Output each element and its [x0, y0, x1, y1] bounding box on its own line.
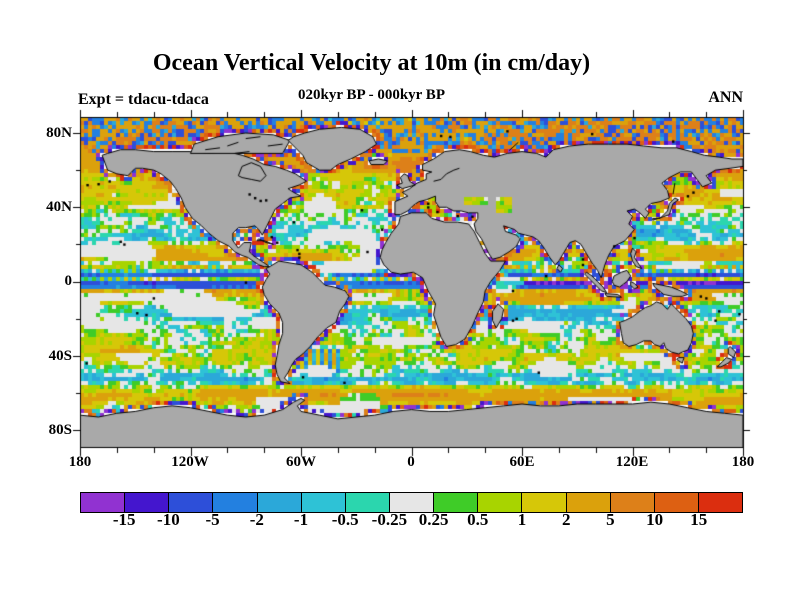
colorbar-tick-label: -0.25: [371, 510, 408, 529]
colorbar-segment: [609, 493, 654, 512]
colorbar-tick-label: -1: [293, 510, 309, 529]
colorbar-tick-label: 2: [561, 510, 571, 529]
y-tick-label-80s: 80S: [48, 422, 72, 438]
colorbar-tick-label: -2: [249, 510, 264, 529]
colorbar: [80, 492, 743, 513]
colorbar-segment: [565, 493, 610, 512]
colorbar-segment: [433, 493, 478, 512]
colorbar-tick-label: -0.5: [331, 510, 359, 529]
colorbar-segment: [344, 493, 389, 512]
colorbar-tick-label: -5: [205, 510, 220, 529]
x-tick-label-60w: 60W: [286, 454, 316, 470]
colorbar-tick-label: -15: [112, 510, 136, 529]
colorbar-segment: [168, 493, 213, 512]
colorbar-segment: [477, 493, 522, 512]
y-tick-label-40s: 40S: [48, 348, 72, 364]
colorbar-segment: [124, 493, 169, 512]
y-tick-label-80n: 80N: [46, 125, 72, 141]
season-label: ANN: [708, 89, 743, 106]
colorbar-tick-label: 0.5: [467, 510, 489, 529]
colorbar-segment: [81, 493, 125, 512]
colorbar-segment: [697, 493, 743, 512]
colorbar-tick-label: 15: [690, 510, 708, 529]
plot-title: Ocean Vertical Velocity at 10m (in cm/da…: [152, 50, 591, 76]
experiment-label: Expt = tdacu-tdaca: [78, 91, 209, 108]
x-tick-label-120w: 120W: [171, 454, 209, 470]
colorbar-tick-label: 10: [646, 510, 664, 529]
y-tick-label-40n: 40N: [46, 199, 72, 215]
colorbar-tick-label: -10: [157, 510, 180, 529]
x-tick-label-180e: 180: [731, 454, 755, 470]
y-tick-label-eq: 0: [64, 273, 73, 289]
colorbar-tick-label: 1: [517, 510, 527, 529]
x-tick-label-0: 0: [407, 454, 415, 470]
x-tick-label-60e: 60E: [509, 454, 535, 470]
colorbar-tick-label: 0.25: [418, 510, 449, 529]
colorbar-segment: [653, 493, 698, 512]
colorbar-segment: [212, 493, 257, 512]
colorbar-segment: [388, 493, 434, 512]
colorbar-segment: [521, 493, 566, 512]
x-tick-label-180w: 180: [68, 454, 92, 470]
colorbar-tick-label: 5: [606, 510, 615, 529]
x-tick-label-120e: 120E: [615, 454, 649, 470]
colorbar-segment: [256, 493, 301, 512]
plot-subtitle: 020kyr BP - 000kyr BP: [298, 87, 445, 103]
colorbar-segment: [300, 493, 345, 512]
